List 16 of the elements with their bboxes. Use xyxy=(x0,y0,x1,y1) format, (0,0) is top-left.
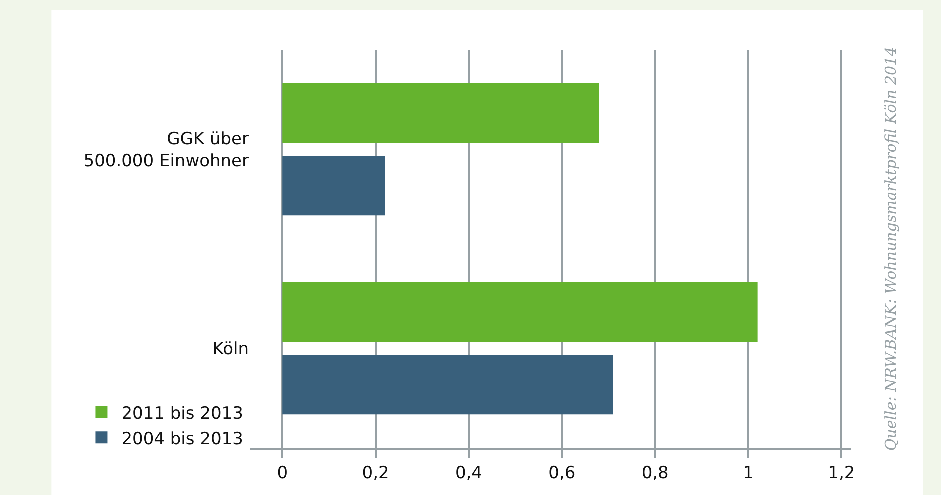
x-tick-label: 0 xyxy=(277,463,288,484)
y-tick-label: Köln xyxy=(212,339,249,360)
x-tick-label: 1 xyxy=(743,463,754,484)
y-tick-label: GGK über 500.000 Einwohner xyxy=(84,129,250,172)
x-tick-label: 0,8 xyxy=(642,463,669,484)
bar xyxy=(282,156,386,216)
x-tick-label: 0,2 xyxy=(362,463,390,484)
bar xyxy=(282,355,614,415)
legend-label: 2004 bis 2013 xyxy=(122,429,244,450)
bar xyxy=(282,282,758,342)
bar xyxy=(282,83,600,143)
x-tick-label: 1,2 xyxy=(828,463,856,484)
source-note: Quelle: NRW.BANK: Wohnungsmarktprofil Köln 2014 xyxy=(882,46,900,452)
x-tick-label: 0,4 xyxy=(455,463,482,484)
legend-label: 2011 bis 2013 xyxy=(122,404,244,424)
x-tick-label: 0,6 xyxy=(548,463,576,484)
